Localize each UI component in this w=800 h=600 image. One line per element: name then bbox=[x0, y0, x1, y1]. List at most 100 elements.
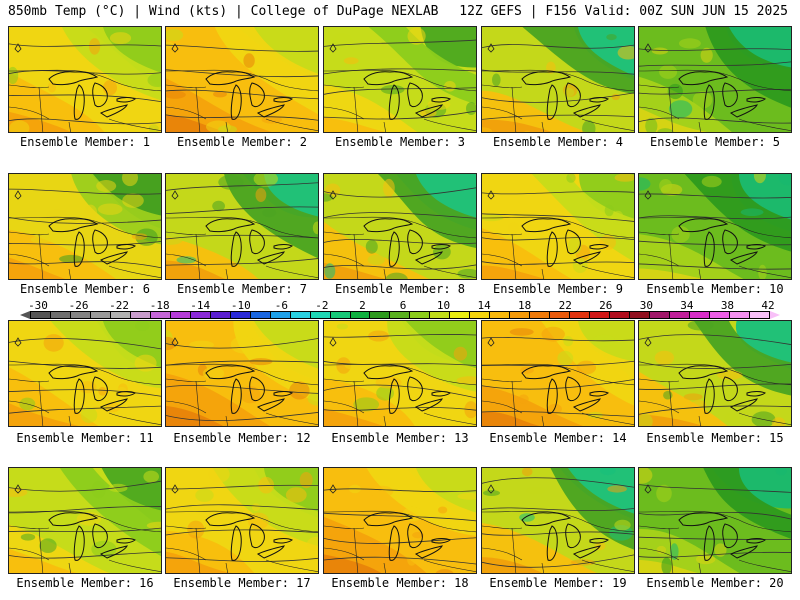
ensemble-member-label: Ensemble Member: 16 bbox=[16, 576, 154, 590]
temperature-field bbox=[9, 321, 161, 426]
temperature-field bbox=[9, 174, 161, 279]
ensemble-member-label: Ensemble Member: 9 bbox=[492, 282, 624, 296]
temperature-colorbar: -30 -26 -22 -18 -14 -10 -6 -2 2 6 10 14 18 22 26 30 34 38… bbox=[8, 299, 792, 321]
ensemble-member-label: Ensemble Member: 11 bbox=[16, 431, 154, 445]
colorbar-swatch bbox=[210, 312, 231, 318]
colorbar-swatch bbox=[590, 312, 611, 318]
great-lakes-outline bbox=[521, 218, 609, 267]
colorbar-tick-label: -14 bbox=[190, 299, 211, 312]
colorbar-swatch bbox=[510, 312, 531, 318]
colorbar-swatch bbox=[350, 312, 371, 318]
ensemble-member-label: Ensemble Member: 17 bbox=[173, 576, 311, 590]
colorbar-swatch bbox=[310, 312, 331, 318]
colorbar-swatch bbox=[670, 312, 690, 318]
great-lakes-outline bbox=[205, 512, 293, 561]
colorbar-swatch bbox=[390, 312, 411, 318]
colorbar-swatch bbox=[490, 312, 511, 318]
temperature-field bbox=[166, 27, 318, 132]
temperature-field bbox=[639, 468, 791, 573]
colorbar-swatch bbox=[530, 312, 551, 318]
great-lakes-outline bbox=[678, 71, 766, 120]
colorbar-tick-label: -10 bbox=[230, 299, 251, 312]
colorbar-swatch bbox=[250, 312, 271, 318]
colorbar-swatch bbox=[110, 312, 131, 318]
ensemble-member-label: Ensemble Member: 6 bbox=[19, 282, 151, 296]
ensemble-member-label: Ensemble Member: 14 bbox=[489, 431, 627, 445]
ensemble-member-map bbox=[481, 320, 635, 427]
colorbar-swatch bbox=[190, 312, 211, 318]
ensemble-member-map bbox=[323, 173, 477, 280]
colorbar-tick-label: 6 bbox=[399, 299, 407, 312]
colorbar-tick-label: 14 bbox=[477, 299, 491, 312]
great-lakes-outline bbox=[48, 365, 136, 414]
ensemble-member-label: Ensemble Member: 18 bbox=[331, 576, 469, 590]
great-lakes-outline bbox=[205, 218, 293, 267]
colorbar-swatch bbox=[290, 312, 311, 318]
colorbar-tick-label: 2 bbox=[359, 299, 366, 312]
colorbar-swatch bbox=[470, 312, 491, 318]
temperature-field bbox=[9, 468, 161, 573]
colorbar-swatches bbox=[30, 311, 770, 319]
great-lakes-outline bbox=[678, 512, 766, 561]
great-lakes-outline bbox=[363, 512, 451, 561]
ensemble-member-label: Ensemble Member: 13 bbox=[331, 431, 469, 445]
temperature-field bbox=[639, 27, 791, 132]
ensemble-member-map bbox=[8, 320, 162, 427]
colorbar-swatch bbox=[650, 312, 670, 318]
temperature-field bbox=[166, 468, 318, 573]
ensemble-member-label: Ensemble Member: 4 bbox=[492, 135, 624, 149]
temperature-field bbox=[482, 174, 634, 279]
colorbar-tick-label: 38 bbox=[720, 299, 735, 312]
temperature-field bbox=[324, 27, 476, 132]
colorbar-swatch bbox=[370, 312, 391, 318]
ensemble-member-map bbox=[8, 173, 162, 280]
colorbar-tick-label: 34 bbox=[680, 299, 694, 312]
temperature-field bbox=[166, 174, 318, 279]
temperature-field bbox=[639, 321, 791, 426]
temperature-field bbox=[482, 27, 634, 132]
colorbar-left-arrow bbox=[20, 311, 30, 319]
colorbar-swatch bbox=[50, 312, 71, 318]
colorbar-swatch bbox=[130, 312, 151, 318]
great-lakes-outline bbox=[205, 365, 293, 414]
great-lakes-outline bbox=[205, 71, 293, 120]
colorbar-swatch bbox=[90, 312, 111, 318]
colorbar-swatch bbox=[610, 312, 631, 318]
ensemble-member-label: Ensemble Member: 12 bbox=[173, 431, 311, 445]
ensemble-member-map bbox=[8, 26, 162, 133]
ensemble-member-map bbox=[165, 320, 319, 427]
colorbar-tick-label: -6 bbox=[274, 299, 288, 312]
temperature-field bbox=[324, 468, 476, 573]
colorbar-right-arrow bbox=[770, 311, 780, 319]
ensemble-member-map bbox=[8, 467, 162, 574]
model-valid-time: 12Z GEFS | F156 Valid: 00Z SUN JUN 15 20… bbox=[459, 4, 788, 19]
ensemble-member-label: Ensemble Member: 19 bbox=[489, 576, 627, 590]
ensemble-member-label: Ensemble Member: 1 bbox=[19, 135, 151, 149]
ensemble-member-label: Ensemble Member: 15 bbox=[646, 431, 784, 445]
ensemble-member-map bbox=[481, 26, 635, 133]
colorbar-swatch bbox=[430, 312, 451, 318]
great-lakes-outline bbox=[48, 512, 136, 561]
temperature-field bbox=[324, 321, 476, 426]
great-lakes-outline bbox=[363, 365, 451, 414]
ensemble-member-map bbox=[323, 467, 477, 574]
colorbar-swatch bbox=[550, 312, 571, 318]
colorbar-swatch bbox=[630, 312, 651, 318]
ensemble-member-label: Ensemble Member: 20 bbox=[646, 576, 784, 590]
temperature-field bbox=[166, 321, 318, 426]
ensemble-member-label: Ensemble Member: 2 bbox=[176, 135, 308, 149]
ensemble-member-map bbox=[638, 173, 792, 280]
colorbar-swatch bbox=[150, 312, 171, 318]
colorbar-swatch bbox=[689, 312, 710, 318]
colorbar-swatch bbox=[410, 312, 431, 318]
colorbar-tick-label: -2 bbox=[315, 299, 329, 312]
colorbar-swatch bbox=[709, 312, 730, 318]
colorbar-swatch bbox=[749, 312, 769, 318]
map-title: 850mb Temp (°C) | Wind (kts) | College o… bbox=[8, 4, 439, 19]
ensemble-member-label: Ensemble Member: 5 bbox=[649, 135, 781, 149]
colorbar-swatch bbox=[570, 312, 591, 318]
colorbar-swatch bbox=[270, 312, 291, 318]
ensemble-member-map bbox=[481, 467, 635, 574]
ensemble-member-label: Ensemble Member: 3 bbox=[334, 135, 466, 149]
great-lakes-outline bbox=[678, 218, 766, 267]
